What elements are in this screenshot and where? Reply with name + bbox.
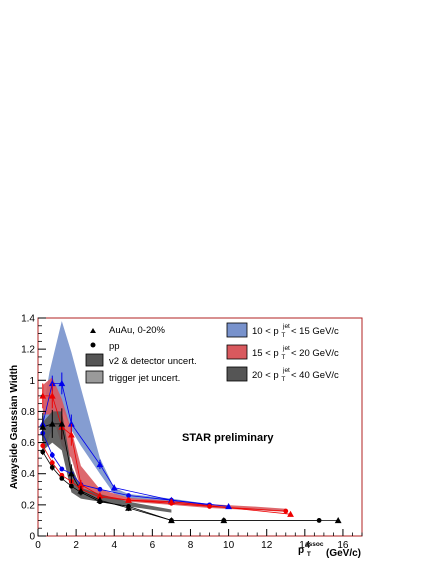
point-pp-20-40-1 <box>49 465 55 470</box>
point-pp-20-40-7 <box>169 518 174 523</box>
x-axis-label-main: p <box>298 545 304 556</box>
legend-label-15-20-sup: jet <box>282 345 290 352</box>
legend-label-20-40-post: < 40 GeV/c <box>291 370 339 381</box>
data-points <box>39 372 342 524</box>
point-auau-10-15-3 <box>67 420 75 427</box>
x-tick-label-2: 4 <box>111 540 117 551</box>
legend-auau-marker <box>90 328 96 333</box>
y-tick-label-3: 0.6 <box>21 438 35 449</box>
point-auau-15-20-3 <box>67 431 75 438</box>
legend-left: AuAu, 0-20% pp v2 & detector uncert. tri… <box>85 325 197 384</box>
x-tick-label-0: 0 <box>35 540 41 551</box>
legend-swatch-20-40 <box>226 366 248 382</box>
line-pp-20-40 <box>42 451 320 521</box>
legend-v2-swatch <box>85 353 104 367</box>
legend-label-10-15-sub: T <box>281 332 285 339</box>
legend-label-20-40-sup: jet <box>282 367 290 374</box>
point-auau-10-15-1 <box>48 380 56 387</box>
legend-label-20-40-sub: T <box>281 376 285 383</box>
y-tick-label-7: 1.4 <box>21 314 35 325</box>
legend-label-10-15-sup: jet <box>282 323 290 330</box>
x-tick-label-7: 14 <box>299 540 311 551</box>
x-tick-label-3: 6 <box>150 540 156 551</box>
point-pp-10-15-1 <box>49 452 55 458</box>
point-pp-20-40-5 <box>97 499 103 505</box>
point-pp-15-20-8 <box>207 504 212 509</box>
x-tick-label-1: 2 <box>73 540 79 551</box>
point-pp-20-40-3 <box>68 483 74 489</box>
point-pp-15-20-0 <box>40 443 46 449</box>
y-tick-label-4: 0.8 <box>21 407 35 418</box>
band-v2-uncert-10-15 <box>42 321 229 509</box>
legend-auau-label: AuAu, 0-20% <box>109 325 166 336</box>
point-pp-10-15-5 <box>97 486 103 492</box>
point-auau-10-15-2 <box>58 380 66 387</box>
point-pp-20-40-9 <box>316 518 322 523</box>
point-auau-15-20-4 <box>77 481 85 488</box>
point-auau-10-15-5 <box>110 484 118 491</box>
y-tick-label-1: 0.2 <box>21 500 35 511</box>
legend-label-15-20-post: < 20 GeV/c <box>291 348 339 359</box>
y-tick-label-0: 0 <box>29 532 35 543</box>
legend-label-20-40: 20 < p T jet < 40 GeV/c <box>252 364 339 384</box>
line-pp-15-20 <box>42 445 286 512</box>
point-auau-15-20-1 <box>48 392 56 399</box>
legend-label-15-20-pre: 15 < p <box>252 348 279 359</box>
point-auau-15-20-0 <box>39 392 47 399</box>
legend-label-15-20-sub: T <box>281 354 285 361</box>
point-auau-20-40-1 <box>48 420 56 427</box>
legend-trigger-swatch <box>85 370 104 384</box>
x-axis-label: p T assoc <box>298 541 324 559</box>
point-auau-20-40-3 <box>67 470 75 477</box>
point-auau-10-15-7 <box>225 503 232 510</box>
band-v2-uncert-20-40 <box>42 411 172 513</box>
point-pp-15-20-7 <box>169 500 174 506</box>
point-auau-10-15-4 <box>96 460 104 468</box>
x-axis-label-unit: (GeV/c) <box>326 548 361 559</box>
point-pp-15-20-9 <box>283 508 289 514</box>
legend-trigger-label: trigger jet uncert. <box>109 373 180 384</box>
y-tick-label-2: 0.4 <box>21 469 35 480</box>
legend-right: 10 < p T jet < 15 GeV/c 15 < p T jet < 2… <box>226 320 339 384</box>
legend-label-10-15-pre: 10 < p <box>252 326 279 337</box>
star-preliminary-annotation: STAR preliminary <box>182 432 274 444</box>
legend-label-20-40-pre: 20 < p <box>252 370 279 381</box>
legend-label-15-20: 15 < p T jet < 20 GeV/c <box>252 342 339 362</box>
legend-label-10-15-post: < 15 GeV/c <box>291 326 339 337</box>
legend-label-10-15: 10 < p T jet < 15 GeV/c <box>252 320 339 340</box>
legend-v2-label: v2 & detector uncert. <box>109 356 197 367</box>
x-axis-label-sub: T <box>307 551 311 558</box>
point-pp-15-20-6 <box>126 497 131 503</box>
axes: 0 2 4 6 8 10 12 14 16 0 0.2 0.4 0.6 0.8 1 1.2 1.4 <box>21 314 363 551</box>
uncertainty-bands <box>42 321 286 513</box>
legend-pp-marker <box>90 342 96 348</box>
point-pp-15-20-1 <box>49 460 55 466</box>
point-auau-20-40-0 <box>39 423 47 430</box>
x-tick-label-8: 16 <box>337 540 349 551</box>
x-tick-label-6: 12 <box>261 540 273 551</box>
x-tick-label-5: 10 <box>223 540 235 551</box>
point-auau-20-40-2 <box>58 420 66 427</box>
point-pp-20-40-6 <box>126 504 131 509</box>
point-pp-10-15-2 <box>59 466 65 472</box>
y-tick-label-6: 1.2 <box>21 345 35 356</box>
legend-pp-label: pp <box>109 341 120 352</box>
x-axis-label-sup: assoc <box>305 541 324 548</box>
legend-swatch-10-15 <box>226 322 248 338</box>
point-pp-20-40-2 <box>59 475 65 481</box>
point-pp-20-40-4 <box>78 490 84 495</box>
point-auau-15-20-8 <box>287 510 294 517</box>
x-tick-label-4: 8 <box>188 540 194 551</box>
point-pp-10-15-6 <box>126 493 131 498</box>
point-auau-20-40-9 <box>334 517 342 524</box>
point-pp-20-40-8 <box>221 518 227 523</box>
y-tick-label-5: 1 <box>29 376 35 387</box>
y-axis-label: Awayside Gaussian Width <box>9 365 20 489</box>
legend-swatch-15-20 <box>226 344 248 360</box>
